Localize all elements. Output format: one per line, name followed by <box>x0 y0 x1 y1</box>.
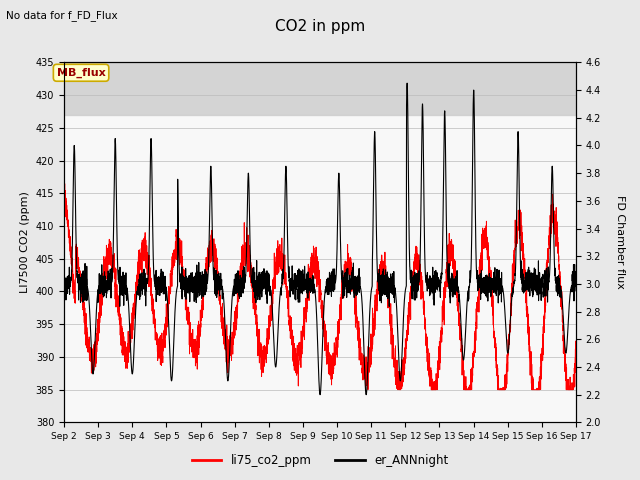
Text: MB_flux: MB_flux <box>57 68 106 78</box>
Bar <box>64 62 576 115</box>
Y-axis label: FD Chamber flux: FD Chamber flux <box>615 195 625 289</box>
Text: No data for f_FD_Flux: No data for f_FD_Flux <box>6 10 118 21</box>
Y-axis label: LI7500 CO2 (ppm): LI7500 CO2 (ppm) <box>20 192 30 293</box>
Text: CO2 in ppm: CO2 in ppm <box>275 19 365 34</box>
Legend: li75_co2_ppm, er_ANNnight: li75_co2_ppm, er_ANNnight <box>187 449 453 472</box>
